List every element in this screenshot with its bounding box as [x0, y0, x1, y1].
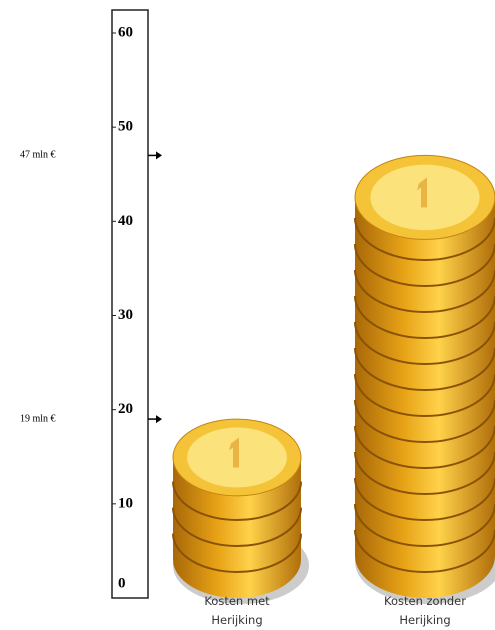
y-tick-label: 10 [118, 495, 133, 511]
coin-stack [354, 154, 495, 604]
value-label: 47 mln € [20, 150, 56, 161]
y-tick-label: 0 [118, 575, 126, 591]
coin-body [355, 197, 495, 556]
coin-emblem [417, 177, 427, 208]
arrow-head [156, 151, 162, 160]
y-tick-label: 60 [118, 24, 133, 40]
arrow-head [156, 415, 162, 424]
y-tick-label: 40 [118, 213, 133, 229]
coin-edge [354, 217, 495, 261]
coin-edge [354, 373, 495, 417]
coin-edge [354, 347, 495, 391]
y-tick-label: 20 [118, 401, 133, 417]
coin-edge [354, 477, 495, 521]
coin-edge [354, 503, 495, 547]
value-label: 19 mln € [20, 413, 56, 424]
coin-edge [354, 295, 495, 339]
coin-stack [172, 418, 309, 604]
coin-edge [354, 399, 495, 443]
coin-edge [172, 533, 302, 573]
coin-edge [354, 451, 495, 495]
coin-edge [172, 481, 302, 521]
y-tick-label: 50 [118, 119, 133, 135]
ruler [111, 9, 149, 599]
category-label: Kosten met Herijking [204, 594, 270, 627]
coin-edge [354, 243, 495, 287]
coin-edge [354, 269, 495, 313]
coin-emblem [229, 437, 239, 468]
coin-edge [172, 507, 302, 547]
y-tick-label: 30 [118, 307, 133, 323]
coin-edge [354, 529, 495, 573]
category-label: Kosten zonder Herijking [384, 594, 466, 627]
coin-edge [354, 321, 495, 365]
coin-edge [354, 425, 495, 469]
